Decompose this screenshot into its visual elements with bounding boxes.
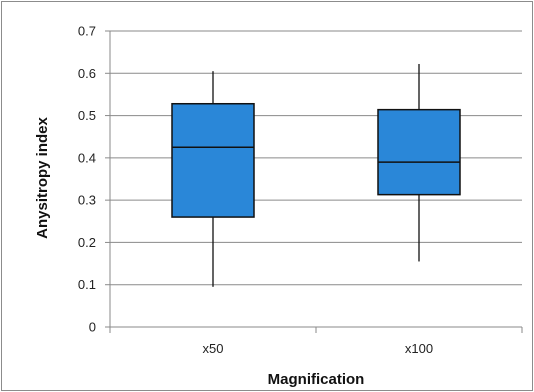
y-tick-label: 0.2 <box>78 235 96 250</box>
y-tick-label: 0.7 <box>78 24 96 39</box>
box-series <box>171 63 461 287</box>
box-iqr <box>377 108 461 196</box>
y-tick-labels: 0 0.1 0.2 0.3 0.4 0.5 0.6 0.7 <box>78 24 96 335</box>
y-axis-title: Anysitropy index <box>34 117 51 239</box>
y-tick-label: 0.6 <box>78 66 96 81</box>
box-x100 <box>377 63 461 262</box>
x-tick-labels: x50 x100 <box>203 341 434 356</box>
x-axis-title: Magnification <box>268 371 365 388</box>
x-tick-label: x100 <box>405 341 433 356</box>
y-tick-label: 0.5 <box>78 108 96 123</box>
y-tick-label: 0.3 <box>78 193 96 208</box>
axes <box>105 30 523 333</box>
box-iqr <box>171 102 255 218</box>
box-x50 <box>171 71 255 287</box>
y-tick-label: 0 <box>89 320 96 335</box>
y-tick-label: 0.1 <box>78 277 96 292</box>
y-tick-label: 0.4 <box>78 150 96 165</box>
x-tick-label: x50 <box>203 341 224 356</box>
